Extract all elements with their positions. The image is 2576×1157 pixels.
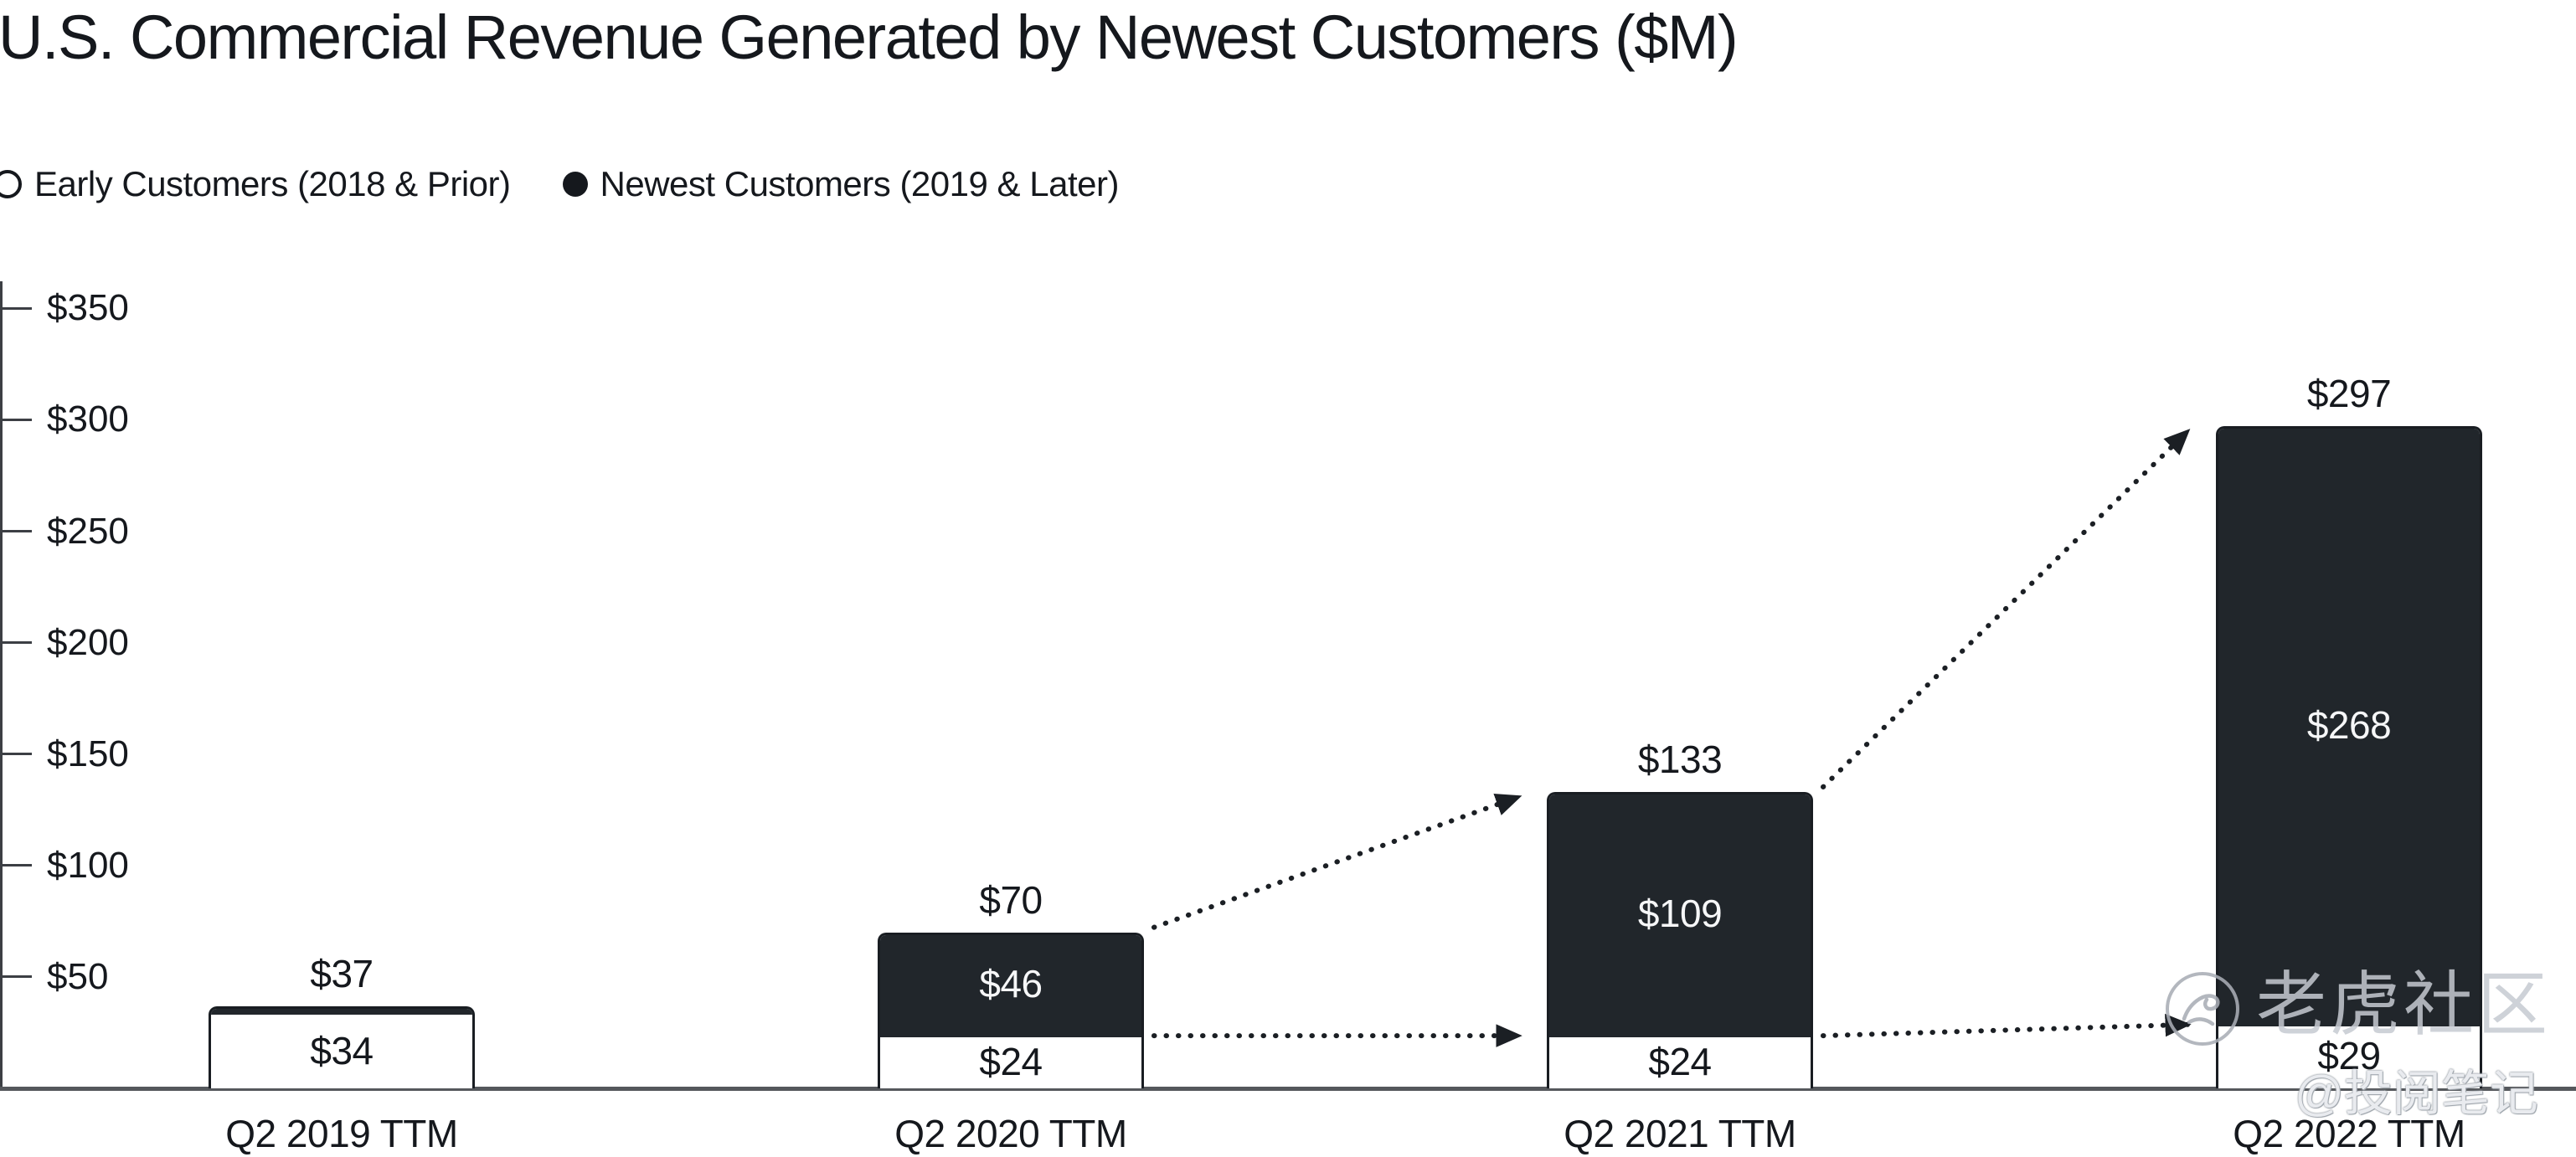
y-tick-label: $100	[47, 844, 129, 886]
newest-growth-arrow	[1151, 793, 1522, 930]
legend-item-newest-customers: Newest Customers (2019 & Later)	[562, 164, 1120, 204]
bar-total-value-label: $297	[2306, 372, 2392, 416]
x-category-label: Q2 2020 TTM	[894, 1112, 1127, 1155]
y-tick-label: $50	[47, 955, 109, 997]
bar-total-value-label: $70	[979, 877, 1043, 922]
bar-segment-newest-customers	[880, 934, 1141, 1038]
y-tick-label: $300	[47, 399, 129, 440]
y-tick-label: $350	[47, 287, 129, 329]
x-category-label: Q2 2022 TTM	[2233, 1112, 2465, 1155]
y-tick-label: $200	[47, 621, 129, 663]
bar-segment-newest-customers	[2218, 429, 2480, 1026]
tiger-logo-icon	[2166, 972, 2239, 1046]
early-flat-arrow	[1821, 1013, 2192, 1039]
stacked-bar	[209, 1005, 475, 1088]
stacked-bar	[1547, 791, 1813, 1088]
y-tick-label: $250	[47, 510, 129, 552]
x-category-label: Q2 2021 TTM	[1564, 1112, 1796, 1155]
bar-total-value-label: $37	[310, 951, 374, 995]
watermark-community-name: 老虎社区	[2256, 965, 2552, 1044]
y-tick-mark	[0, 975, 32, 979]
bar-segment-early-customers	[1549, 1037, 1811, 1088]
legend-item-early-customers: Early Customers (2018 & Prior)	[0, 164, 511, 204]
y-tick-mark	[0, 530, 32, 532]
stacked-bar	[878, 932, 1144, 1088]
bar-segment-early-customers	[880, 1037, 1141, 1088]
y-tick-mark	[0, 306, 32, 310]
bar-segment-early-customers	[211, 1015, 472, 1088]
legend: Early Customers (2018 & Prior) Newest Cu…	[0, 164, 1119, 204]
legend-label: Newest Customers (2019 & Later)	[600, 164, 1120, 203]
bar-segment-newest-customers	[211, 1008, 472, 1016]
y-tick-mark	[0, 641, 32, 645]
y-tick-mark	[0, 864, 32, 867]
filled-circle-icon	[562, 172, 588, 197]
y-tick-label: $150	[47, 733, 129, 774]
x-axis-line	[0, 1087, 2576, 1091]
x-category-label: Q2 2019 TTM	[225, 1112, 458, 1155]
y-tick-mark	[0, 418, 32, 421]
legend-label: Early Customers (2018 & Prior)	[34, 164, 511, 203]
y-axis-line	[0, 281, 3, 1090]
newest-growth-arrow	[1821, 429, 2191, 789]
chart-title: U.S. Commercial Revenue Generated by New…	[0, 3, 1739, 72]
y-tick-mark	[0, 753, 32, 756]
bar-segment-newest-customers	[1549, 794, 1811, 1038]
bar-segment-early-customers	[2218, 1026, 2480, 1088]
watermark-author-handle: @投阅笔记	[2295, 1067, 2538, 1121]
open-circle-icon	[0, 170, 22, 198]
bar-total-value-label: $133	[1637, 737, 1723, 781]
stacked-bar	[2216, 426, 2482, 1088]
